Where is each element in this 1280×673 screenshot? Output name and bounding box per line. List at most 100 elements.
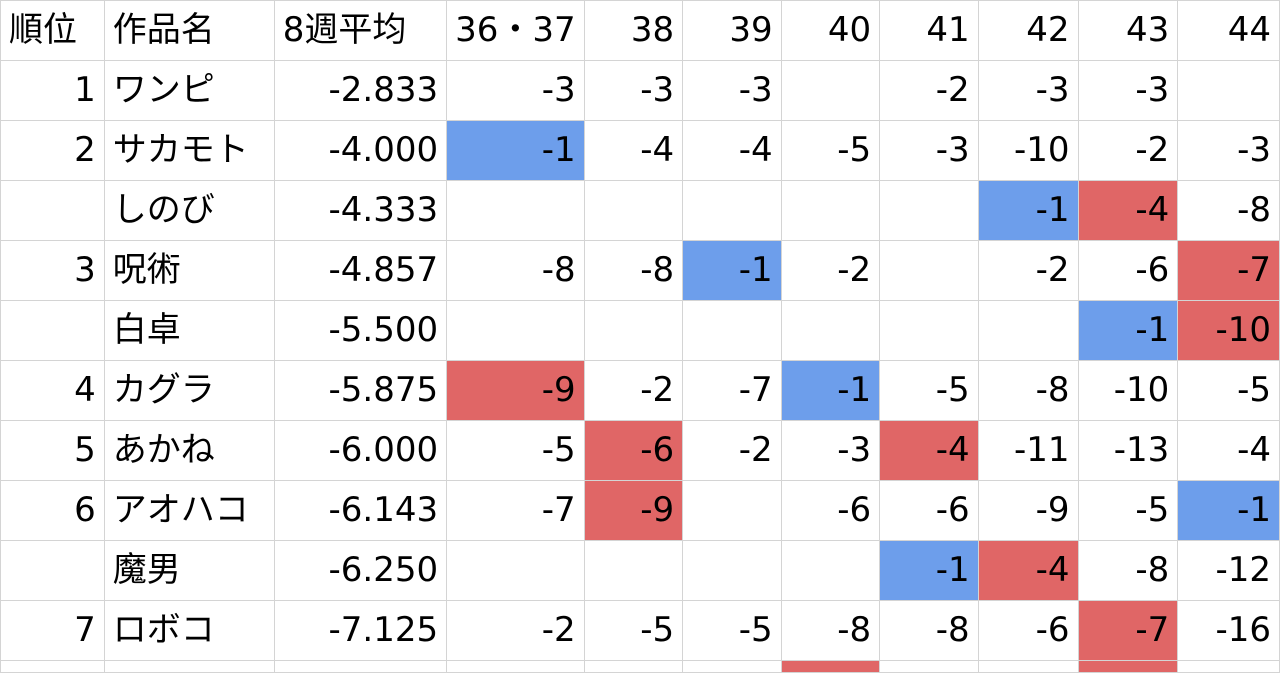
average-cell[interactable]: -6.000 xyxy=(273,420,448,481)
header-cell-average[interactable]: 8週平均 xyxy=(273,0,448,61)
week-value-cell[interactable] xyxy=(682,540,782,601)
week-value-cell[interactable] xyxy=(780,180,881,241)
week-value-cell[interactable]: -2 xyxy=(446,600,585,661)
title-cell[interactable]: ロボコ xyxy=(103,600,275,661)
week-value-cell[interactable]: -8 xyxy=(977,360,1079,421)
week-value-cell[interactable]: -4 xyxy=(1177,420,1280,481)
header-cell-week-43[interactable]: 43 xyxy=(1077,0,1179,61)
week-value-cell[interactable]: -4 xyxy=(879,420,979,481)
title-cell[interactable]: 白卓 xyxy=(103,300,275,361)
week-value-cell[interactable]: -2 xyxy=(682,420,782,481)
week-value-cell[interactable] xyxy=(780,540,881,601)
week-value-cell[interactable]: -3 xyxy=(1077,60,1179,121)
week-value-cell[interactable]: -2 xyxy=(1077,120,1179,181)
week-value-cell[interactable] xyxy=(977,300,1079,361)
partial-cell[interactable] xyxy=(1077,660,1179,673)
rank-cell[interactable]: 4 xyxy=(0,360,105,421)
week-value-cell[interactable]: -11 xyxy=(977,420,1079,481)
week-value-cell[interactable]: -6 xyxy=(583,420,684,481)
average-cell[interactable]: -4.857 xyxy=(273,240,448,301)
week-value-cell[interactable]: -8 xyxy=(879,600,979,661)
week-value-cell[interactable]: -5 xyxy=(780,120,881,181)
week-value-cell[interactable]: -3 xyxy=(1177,120,1280,181)
week-value-cell[interactable]: -8 xyxy=(780,600,881,661)
partial-cell[interactable] xyxy=(1177,660,1280,673)
average-cell[interactable]: -4.000 xyxy=(273,120,448,181)
week-value-cell[interactable]: -7 xyxy=(1177,240,1280,301)
week-value-cell[interactable] xyxy=(879,240,979,301)
header-cell-week-44[interactable]: 44 xyxy=(1177,0,1280,61)
average-cell[interactable]: -7.125 xyxy=(273,600,448,661)
week-value-cell[interactable] xyxy=(682,180,782,241)
rank-cell[interactable]: 7 xyxy=(0,600,105,661)
header-cell-week-38[interactable]: 38 xyxy=(583,0,684,61)
week-value-cell[interactable] xyxy=(780,300,881,361)
week-value-cell[interactable]: -2 xyxy=(583,360,684,421)
partial-cell[interactable] xyxy=(780,660,881,673)
week-value-cell[interactable]: -3 xyxy=(879,120,979,181)
average-cell[interactable]: -5.500 xyxy=(273,300,448,361)
week-value-cell[interactable] xyxy=(682,480,782,541)
week-value-cell[interactable]: -5 xyxy=(682,600,782,661)
week-value-cell[interactable]: -3 xyxy=(583,60,684,121)
partial-cell[interactable] xyxy=(103,660,275,673)
title-cell[interactable]: 魔男 xyxy=(103,540,275,601)
week-value-cell[interactable]: -8 xyxy=(1077,540,1179,601)
week-value-cell[interactable]: -4 xyxy=(682,120,782,181)
rank-cell[interactable] xyxy=(0,540,105,601)
title-cell[interactable]: 呪術 xyxy=(103,240,275,301)
week-value-cell[interactable]: -9 xyxy=(583,480,684,541)
title-cell[interactable]: しのび xyxy=(103,180,275,241)
week-value-cell[interactable]: -1 xyxy=(1077,300,1179,361)
week-value-cell[interactable] xyxy=(583,180,684,241)
week-value-cell[interactable]: -7 xyxy=(682,360,782,421)
week-value-cell[interactable]: -10 xyxy=(1077,360,1179,421)
week-value-cell[interactable]: -1 xyxy=(977,180,1079,241)
average-cell[interactable]: -5.875 xyxy=(273,360,448,421)
week-value-cell[interactable] xyxy=(682,300,782,361)
title-cell[interactable]: カグラ xyxy=(103,360,275,421)
week-value-cell[interactable]: -6 xyxy=(1077,240,1179,301)
week-value-cell[interactable]: -5 xyxy=(879,360,979,421)
week-value-cell[interactable]: -4 xyxy=(583,120,684,181)
week-value-cell[interactable] xyxy=(446,300,585,361)
header-cell-title[interactable]: 作品名 xyxy=(103,0,275,61)
week-value-cell[interactable]: -2 xyxy=(879,60,979,121)
week-value-cell[interactable] xyxy=(879,300,979,361)
rank-cell[interactable]: 6 xyxy=(0,480,105,541)
week-value-cell[interactable] xyxy=(780,60,881,121)
week-value-cell[interactable]: -3 xyxy=(446,60,585,121)
week-value-cell[interactable]: -2 xyxy=(977,240,1079,301)
week-value-cell[interactable]: -1 xyxy=(879,540,979,601)
partial-cell[interactable] xyxy=(879,660,979,673)
partial-cell[interactable] xyxy=(977,660,1079,673)
week-value-cell[interactable]: -1 xyxy=(446,120,585,181)
partial-cell[interactable] xyxy=(446,660,585,673)
average-cell[interactable]: -4.333 xyxy=(273,180,448,241)
rank-cell[interactable]: 5 xyxy=(0,420,105,481)
week-value-cell[interactable]: -12 xyxy=(1177,540,1280,601)
average-cell[interactable]: -6.250 xyxy=(273,540,448,601)
week-value-cell[interactable]: -8 xyxy=(583,240,684,301)
week-value-cell[interactable]: -1 xyxy=(682,240,782,301)
week-value-cell[interactable]: -3 xyxy=(977,60,1079,121)
week-value-cell[interactable] xyxy=(879,180,979,241)
rank-cell[interactable]: 2 xyxy=(0,120,105,181)
rank-cell[interactable] xyxy=(0,180,105,241)
week-value-cell[interactable]: -5 xyxy=(1077,480,1179,541)
week-value-cell[interactable]: -5 xyxy=(1177,360,1280,421)
week-value-cell[interactable]: -5 xyxy=(583,600,684,661)
week-value-cell[interactable]: -8 xyxy=(446,240,585,301)
week-value-cell[interactable] xyxy=(1177,60,1280,121)
week-value-cell[interactable]: -10 xyxy=(1177,300,1280,361)
header-cell-week-42[interactable]: 42 xyxy=(977,0,1079,61)
title-cell[interactable]: ワンピ xyxy=(103,60,275,121)
average-cell[interactable]: -6.143 xyxy=(273,480,448,541)
week-value-cell[interactable]: -6 xyxy=(879,480,979,541)
title-cell[interactable]: あかね xyxy=(103,420,275,481)
week-value-cell[interactable]: -1 xyxy=(1177,480,1280,541)
week-value-cell[interactable]: -10 xyxy=(977,120,1079,181)
week-value-cell[interactable] xyxy=(446,180,585,241)
week-value-cell[interactable]: -4 xyxy=(977,540,1079,601)
week-value-cell[interactable]: -5 xyxy=(446,420,585,481)
